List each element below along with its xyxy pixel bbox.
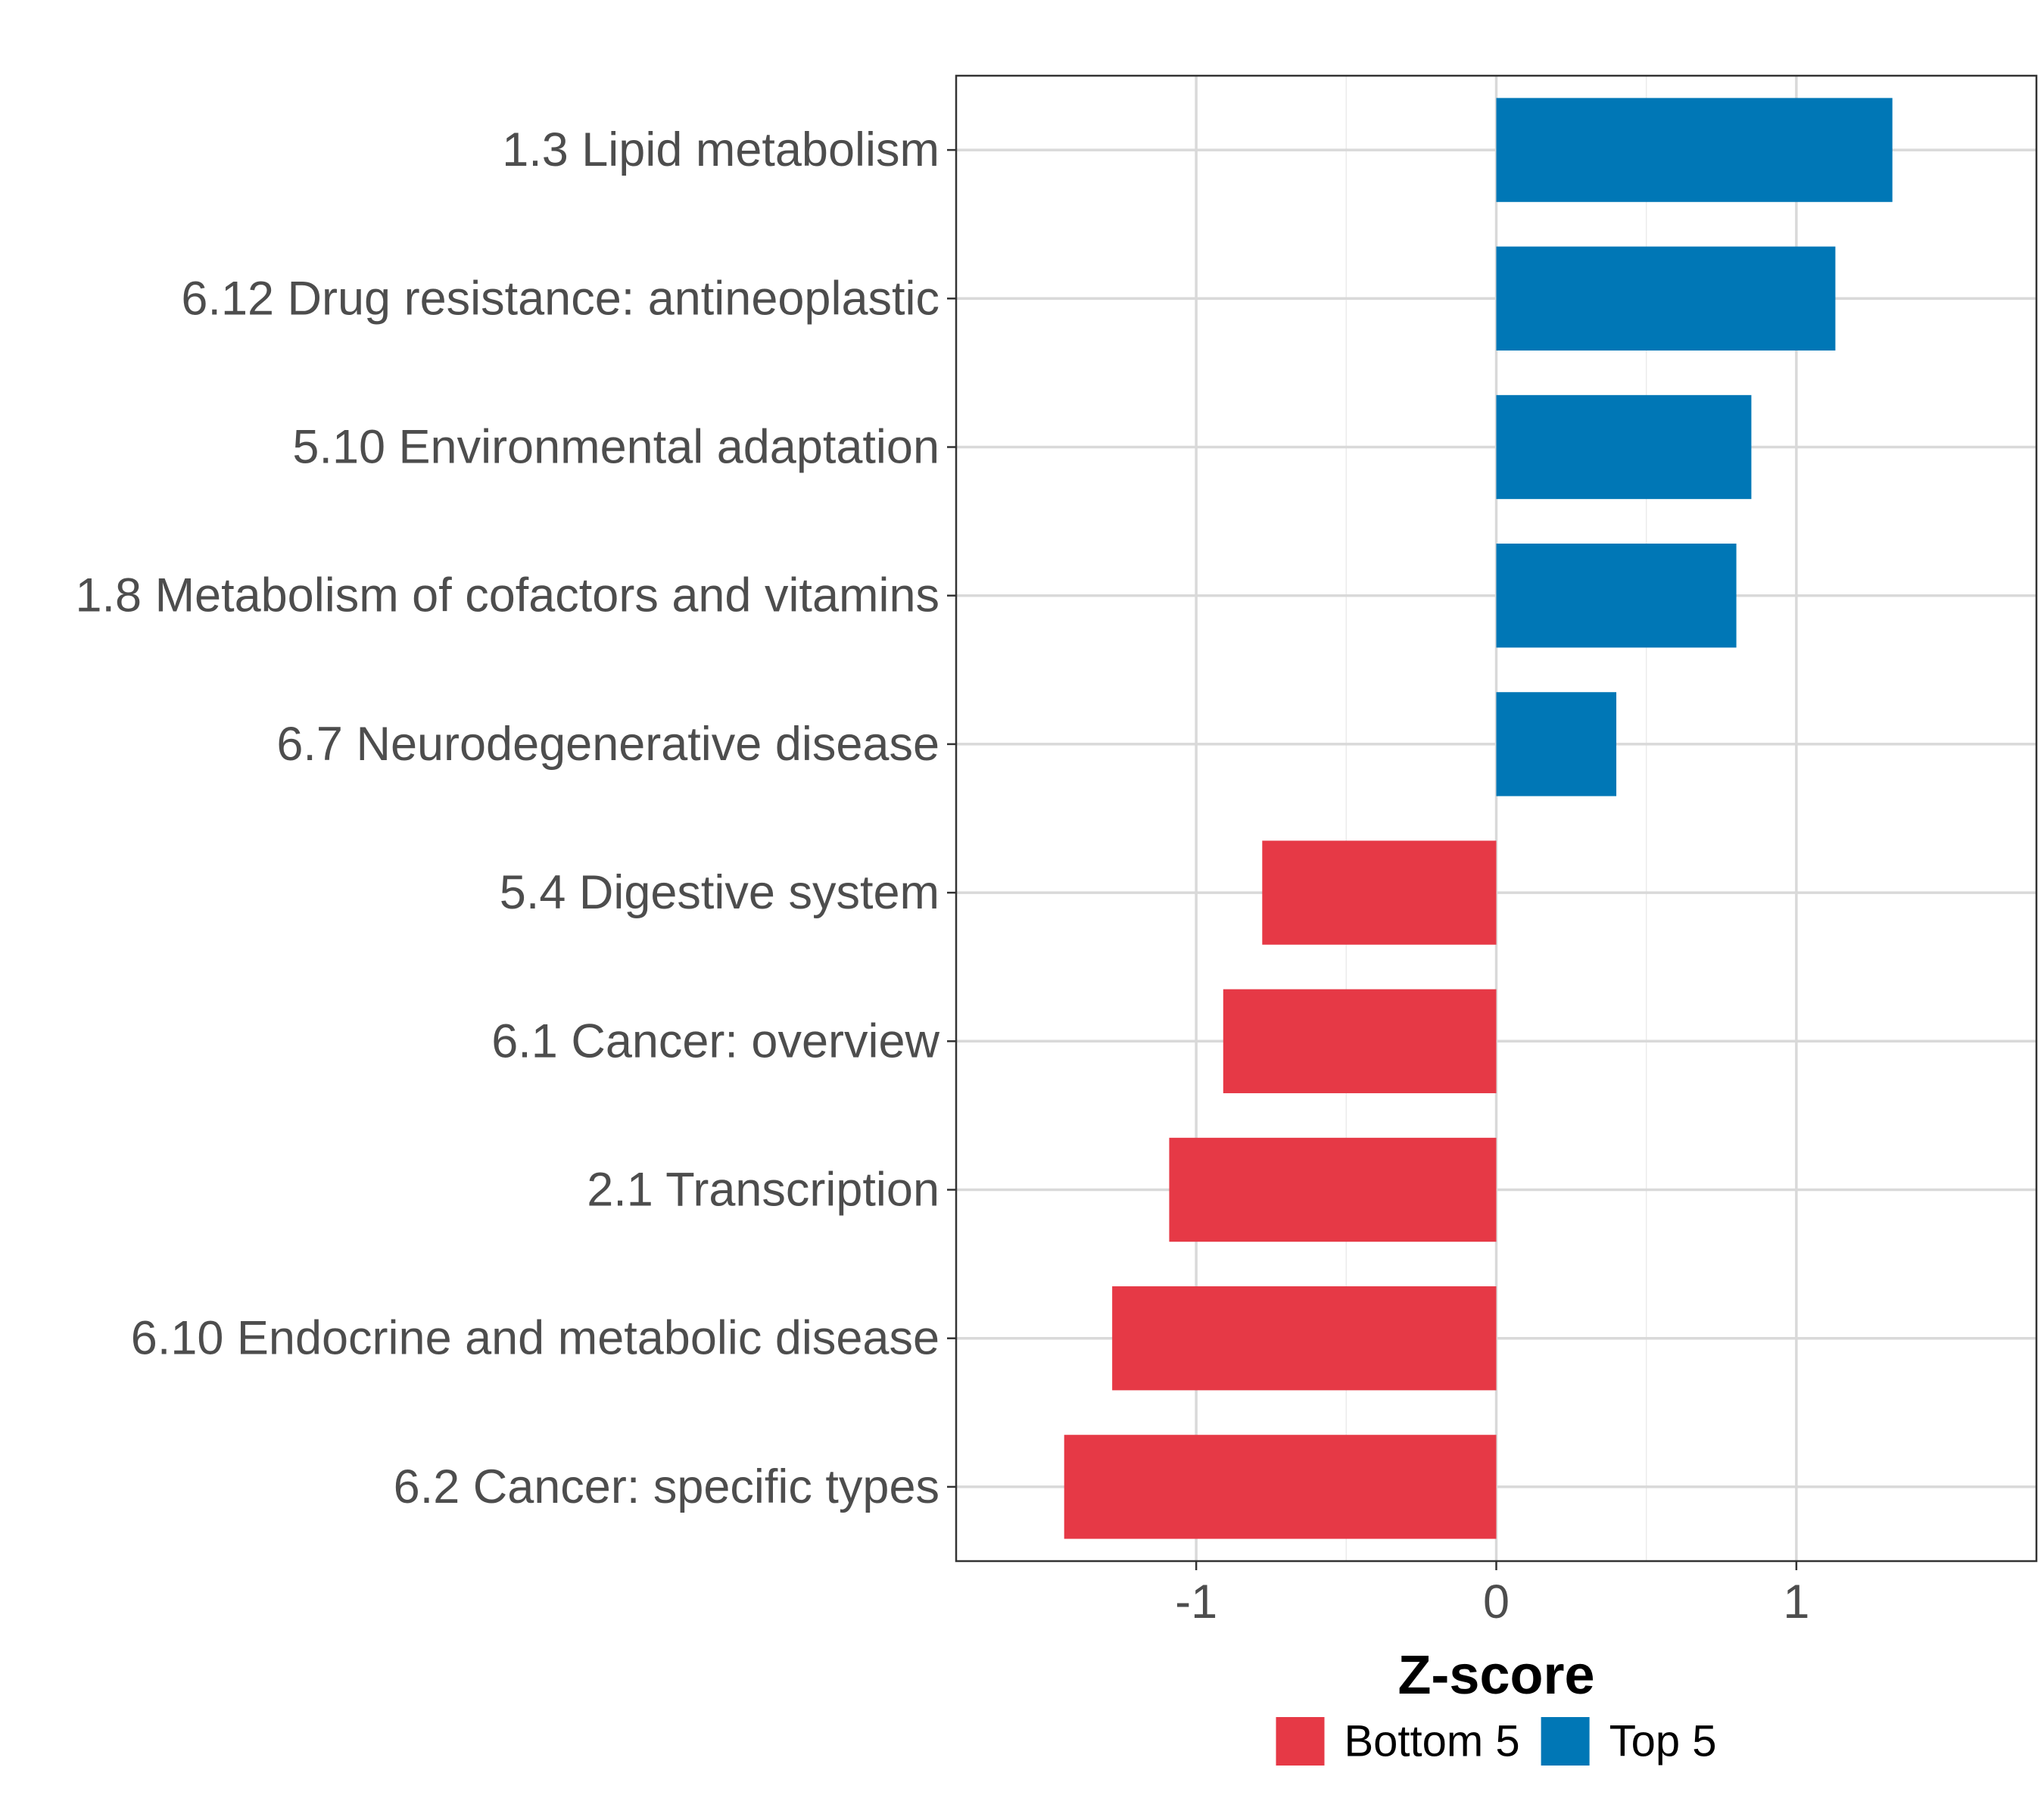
legend: Bottom 5 Top 5	[1276, 1717, 1717, 1766]
y-tick-label: 1.3 Lipid metabolism	[502, 123, 939, 176]
x-axis-ticks	[1195, 1561, 1798, 1570]
bar	[1262, 840, 1497, 945]
y-tick-label: 5.4 Digestive system	[500, 866, 939, 919]
plot-panel-border	[955, 74, 2038, 1563]
y-tick-label: 6.1 Cancer: overview	[491, 1014, 939, 1067]
bar	[1064, 1435, 1497, 1539]
y-tick-label: 5.10 Environmental adaptation	[292, 421, 939, 474]
y-axis-labels: 1.3 Lipid metabolism 6.12 Drug resistance…	[75, 123, 939, 1513]
y-tick-label: 6.2 Cancer: specific types	[394, 1460, 939, 1513]
x-axis-labels: -1 0 1	[1175, 1575, 1809, 1628]
bar	[1496, 246, 1836, 351]
bar	[1496, 544, 1737, 648]
legend-key	[1276, 1717, 1325, 1766]
legend-label: Top 5	[1609, 1717, 1717, 1766]
y-tick-label: 6.12 Drug resistance: antineoplastic	[181, 272, 939, 325]
bar	[1223, 989, 1497, 1093]
y-tick-label: 1.8 Metabolism of cofactors and vitamins	[75, 569, 939, 622]
x-tick-label: 1	[1783, 1575, 1809, 1628]
bars	[1064, 98, 1893, 1539]
bar	[1496, 394, 1752, 500]
legend-label: Bottom 5	[1344, 1717, 1519, 1766]
y-tick-label: 6.10 Endocrine and metabolic disease	[131, 1312, 939, 1365]
bar	[1169, 1137, 1497, 1242]
y-axis-ticks	[947, 148, 956, 1488]
bar	[1496, 98, 1893, 202]
y-tick-label: 6.7 Neurodegenerative disease	[276, 718, 939, 771]
bar	[1496, 692, 1617, 796]
y-tick-label: 2.1 Transcription	[587, 1164, 939, 1217]
x-tick-label: -1	[1175, 1575, 1217, 1628]
x-tick-label: 0	[1483, 1575, 1510, 1628]
x-axis-title: Z-score	[1397, 1645, 1594, 1706]
bar	[1112, 1286, 1497, 1391]
legend-key	[1541, 1717, 1590, 1766]
